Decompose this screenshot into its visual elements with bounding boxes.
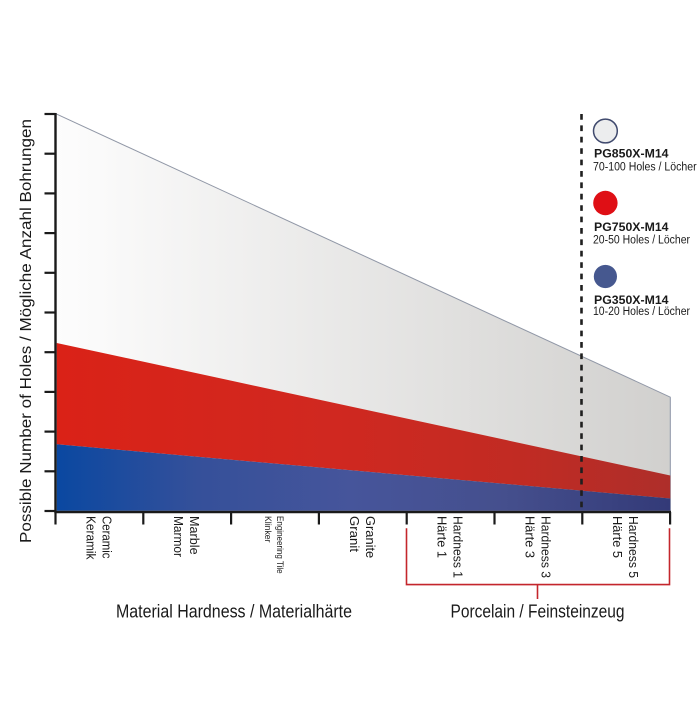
svg-text:PG850X-M14: PG850X-M14 <box>594 147 669 161</box>
svg-text:Porcelain / Feinsteinzeug: Porcelain / Feinsteinzeug <box>451 602 625 622</box>
svg-text:Material Hardness / Materialhä: Material Hardness / Materialhärte <box>116 602 352 622</box>
svg-text:GraniteGranit: GraniteGranit <box>347 516 378 558</box>
svg-text:Hardness 3Härte 3: Hardness 3Härte 3 <box>522 516 553 578</box>
svg-text:70-100 Holes / Löcher: 70-100 Holes / Löcher <box>593 162 697 174</box>
svg-text:Possible Number of Holes / Mög: Possible Number of Holes / Mögliche Anza… <box>18 119 35 543</box>
svg-text:MarbleMarmor: MarbleMarmor <box>171 516 202 558</box>
svg-text:CeramicKeramik: CeramicKeramik <box>83 516 114 560</box>
svg-text:Hardness 5Härte 5: Hardness 5Härte 5 <box>610 516 641 578</box>
svg-text:PG750X-M14: PG750X-M14 <box>594 220 669 234</box>
svg-text:10-20 Holes / Löcher: 10-20 Holes / Löcher <box>593 306 690 318</box>
svg-text:20-50 Holes / Löcher: 20-50 Holes / Löcher <box>593 235 690 247</box>
svg-text:PG350X-M14: PG350X-M14 <box>594 293 669 307</box>
svg-text:Hardness 1Härte 1: Hardness 1Härte 1 <box>435 516 466 578</box>
svg-text:Engineering TileKlinker: Engineering TileKlinker <box>263 516 285 574</box>
